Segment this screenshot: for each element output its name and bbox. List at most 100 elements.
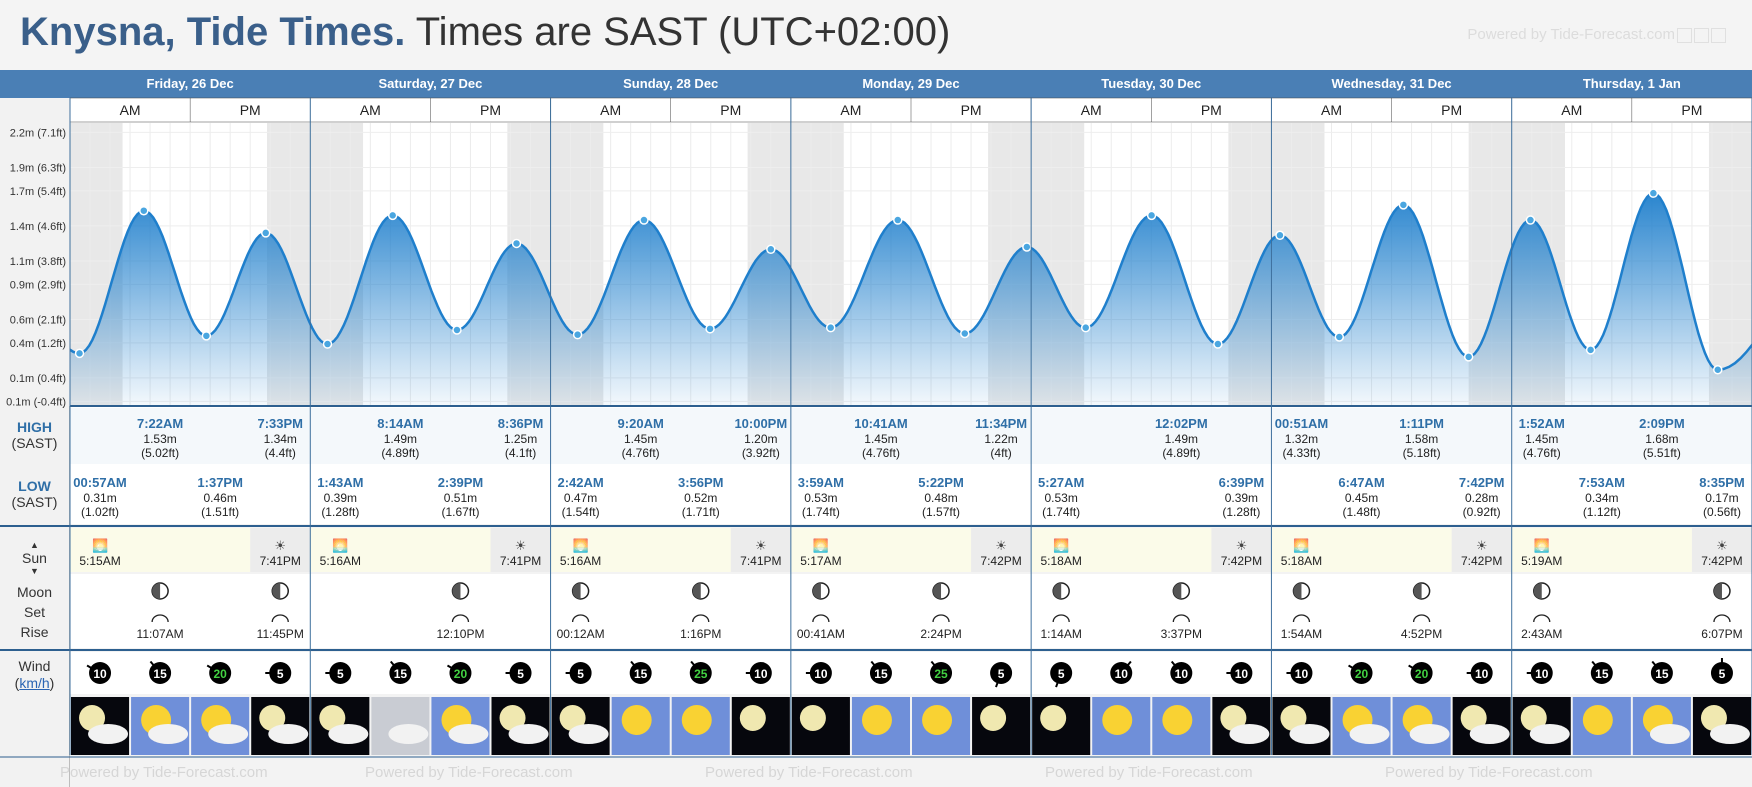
tide-point bbox=[1022, 242, 1032, 252]
y-tick-label: 0.4m (1.2ft) bbox=[10, 338, 66, 350]
high-tide-m: 1.32m bbox=[1285, 432, 1318, 446]
wind-speed: 5 bbox=[517, 667, 524, 681]
wind-speed: 20 bbox=[1355, 667, 1369, 681]
wind-arrow bbox=[86, 664, 101, 674]
tide-point bbox=[960, 328, 970, 339]
moon-phase-shade bbox=[152, 583, 161, 599]
moon-rise-time: 11:07AM bbox=[137, 627, 184, 641]
low-tide-ft: (1.28ft) bbox=[1222, 505, 1260, 519]
low-tide-time: 2:39PM bbox=[438, 475, 484, 490]
high-tide-time: 9:20AM bbox=[618, 416, 664, 431]
moon-icon bbox=[799, 705, 826, 731]
wind-arrow bbox=[1055, 672, 1063, 688]
cloud-icon bbox=[268, 724, 309, 744]
tide-point bbox=[1398, 200, 1409, 210]
sunset-icon: ☀ bbox=[1476, 538, 1488, 553]
sunset-cell bbox=[1451, 528, 1512, 572]
high-tide-time: 7:33PM bbox=[257, 416, 303, 431]
low-tide-time: 6:39PM bbox=[1219, 475, 1265, 490]
low-tide-ft: (1.74ft) bbox=[802, 505, 840, 519]
sun-icon bbox=[1102, 705, 1133, 735]
wind-arrow bbox=[930, 660, 942, 674]
wind-speed: 5 bbox=[577, 667, 584, 681]
sun-icon bbox=[861, 705, 892, 735]
high-tide-ft: (4.89ft) bbox=[1162, 446, 1200, 460]
sunset-cell bbox=[1211, 528, 1272, 572]
sunrise-icon: 🌅 bbox=[1293, 538, 1309, 553]
wind-label: Wind (km/h) bbox=[14, 658, 55, 691]
wind-arrow bbox=[870, 660, 882, 674]
sunrise-icon: 🌅 bbox=[573, 538, 589, 553]
moonset-icon bbox=[812, 614, 830, 623]
watermark: Powered by Tide-Forecast.com bbox=[365, 764, 573, 781]
tide-point bbox=[322, 339, 333, 349]
wind-speed: 20 bbox=[454, 667, 468, 681]
wind-speed: 25 bbox=[934, 667, 948, 681]
tide-point bbox=[387, 210, 398, 221]
tide-chart: 0.1m (-0.4ft) 0.1m (0.4ft) 0.4m (1.2ft) 0.6… bbox=[0, 70, 1752, 758]
tide-point bbox=[260, 228, 271, 238]
moon-set-time: 1:54AM bbox=[1281, 627, 1322, 641]
moon-icon bbox=[1220, 705, 1247, 731]
sunrise-icon: 🌅 bbox=[1053, 538, 1069, 553]
low-tide-ft: (1.71ft) bbox=[682, 505, 720, 519]
low-tide-ft: (1.67ft) bbox=[441, 505, 479, 519]
low-tide-m: 0.46m bbox=[203, 491, 236, 505]
moon-rise-time: 6:07PM bbox=[1701, 627, 1742, 641]
sunrise-icon: 🌅 bbox=[1534, 538, 1550, 553]
low-tide-ft: (1.02ft) bbox=[81, 505, 119, 519]
low-tide-time: 3:59AM bbox=[798, 475, 844, 490]
tide-point bbox=[572, 329, 583, 340]
moon-phase-shade bbox=[272, 583, 281, 599]
wind-arrow bbox=[206, 664, 221, 674]
pm-label: PM bbox=[480, 102, 501, 118]
tide-point bbox=[1275, 230, 1285, 241]
sunrise-cell bbox=[1511, 528, 1572, 572]
day-header: Friday, 26 Dec bbox=[147, 76, 234, 91]
wind-unit-link[interactable]: km/h bbox=[19, 675, 50, 691]
wind-speed: 5 bbox=[1719, 667, 1726, 681]
y-tick-label: 1.4m (4.6ft) bbox=[10, 221, 66, 233]
wind-arrow bbox=[1591, 660, 1603, 674]
high-tide-ft: (5.18ft) bbox=[1403, 446, 1441, 460]
moon-icon bbox=[1700, 705, 1727, 731]
moon-rise-time: 3:37PM bbox=[1161, 627, 1202, 641]
moon-phase-shade bbox=[933, 583, 942, 599]
low-tide-time: 3:56PM bbox=[678, 475, 724, 490]
day-header: Saturday, 27 Dec bbox=[379, 76, 483, 91]
sunrise-time: 5:18AM bbox=[1040, 554, 1081, 568]
am-label: AM bbox=[120, 102, 141, 118]
low-tide-ft: (0.56ft) bbox=[1703, 505, 1741, 519]
wind-speed: 15 bbox=[153, 667, 167, 681]
tide-point bbox=[1525, 215, 1536, 225]
moonrise-icon bbox=[692, 614, 710, 623]
tide-point bbox=[1146, 210, 1157, 221]
sunset-time: 7:41PM bbox=[500, 554, 541, 568]
wind-arrow bbox=[630, 660, 642, 674]
moon-set-time: 00:12AM bbox=[557, 627, 605, 641]
high-tide-m: 1.53m bbox=[143, 432, 176, 446]
moonset-icon bbox=[571, 614, 590, 623]
y-tick-label: 0.1m (0.4ft) bbox=[10, 373, 66, 385]
wind-arrow bbox=[446, 664, 461, 674]
moonset-icon bbox=[1292, 614, 1311, 623]
cloud-icon bbox=[448, 724, 489, 744]
high-tide-m: 1.68m bbox=[1645, 432, 1678, 446]
logo-icon bbox=[1694, 27, 1709, 43]
moon-icon bbox=[79, 705, 106, 731]
pm-label: PM bbox=[961, 102, 982, 118]
wind-speed: 15 bbox=[394, 667, 408, 681]
day-header: Sunday, 28 Dec bbox=[623, 76, 718, 91]
low-tide-m: 0.31m bbox=[83, 491, 116, 505]
high-tide-m: 1.22m bbox=[984, 432, 1017, 446]
sunrise-cell bbox=[310, 528, 371, 572]
sunrise-time: 5:19AM bbox=[1521, 554, 1562, 568]
high-tide-time: 8:36PM bbox=[498, 416, 544, 431]
high-tide-ft: (4.1ft) bbox=[505, 446, 536, 460]
low-tide-time: 7:42PM bbox=[1459, 475, 1505, 490]
am-label: AM bbox=[1081, 102, 1102, 118]
cloud-icon bbox=[1469, 724, 1510, 744]
low-tide-time: 00:57AM bbox=[73, 475, 126, 490]
sunset-cell bbox=[490, 528, 551, 572]
day-header: Monday, 29 Dec bbox=[862, 76, 959, 91]
